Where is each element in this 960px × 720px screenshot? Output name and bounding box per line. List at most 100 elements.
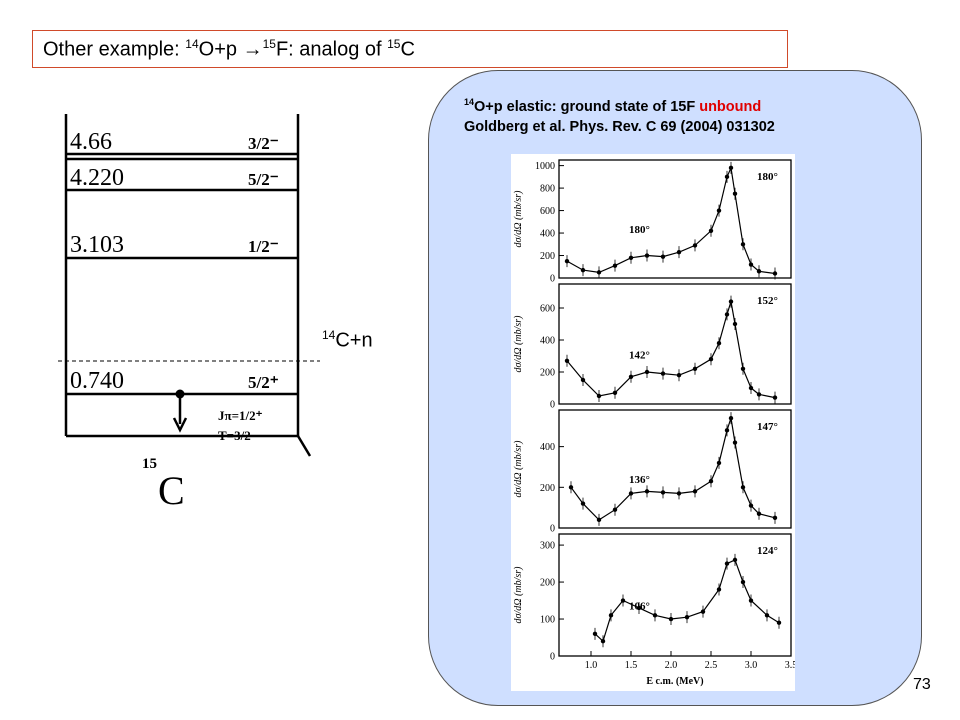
y-tick-label: 0 (550, 274, 555, 285)
data-point (716, 341, 722, 346)
plot-frame (558, 409, 792, 529)
y-tick-label: 300 (540, 541, 555, 552)
y-tick-label: 100 (540, 615, 555, 626)
caption-line-1: 14O+p elastic: ground state of 15F unbou… (464, 92, 884, 117)
caption-line-2: Goldberg et al. Phys. Rev. C 69 (2004) 0… (464, 118, 775, 135)
y-tick-label: 200 (540, 368, 555, 379)
page-number: 73 (913, 676, 931, 693)
data-point (772, 515, 778, 521)
data-point (732, 557, 738, 563)
x-tick-label: 1.5 (625, 660, 638, 671)
data-point (660, 254, 666, 259)
data-point (728, 299, 734, 304)
data-point (564, 358, 570, 363)
data-point (748, 262, 754, 267)
x-tick-label: 3.5 (785, 660, 795, 671)
caption-unbound: unbound (699, 98, 762, 115)
title-mid-2: F: analog of (275, 38, 388, 61)
threshold-sup: 14 (322, 328, 336, 342)
x-tick-label: 1.0 (585, 660, 598, 671)
data-point (568, 485, 574, 490)
level-energy-4: 0.740 (70, 368, 124, 394)
data-point (580, 501, 586, 506)
level-jp-2: 5/2⁻ (248, 170, 279, 189)
x-tick-label: 2.0 (665, 660, 678, 671)
caption-main: O+p elastic: ground state of 15F (474, 98, 700, 115)
x-tick-label: 3.0 (745, 660, 758, 671)
data-point (580, 377, 586, 383)
fit-curve (566, 165, 776, 275)
y-tick-label: 1000 (535, 161, 555, 172)
y-tick-label: 200 (540, 578, 555, 589)
y-tick-label: 600 (540, 206, 555, 217)
data-point (776, 620, 782, 625)
data-point (756, 511, 762, 516)
data-point (764, 613, 770, 618)
y-tick-label: 400 (540, 442, 555, 453)
data-point (600, 639, 606, 644)
slide-title: Other example: 14O+p →15F: analog of 15C (32, 30, 788, 68)
data-point (628, 491, 634, 496)
data-point (644, 489, 650, 494)
ground-t: T=3/2 (218, 428, 251, 443)
angle-label: 106° (629, 601, 650, 613)
data-point (740, 366, 746, 371)
data-point (724, 174, 730, 180)
data-point (716, 460, 722, 466)
y-tick-label: 400 (540, 336, 555, 347)
level-scheme-diagram: 4.66 4.220 3.103 0.740 3/2⁻ 5/2⁻ 1/2⁻ 5/… (58, 114, 320, 513)
data-point (684, 614, 690, 620)
data-point (660, 371, 666, 376)
data-point (612, 263, 618, 268)
y-tick-label: 0 (550, 524, 555, 535)
data-point (580, 267, 586, 273)
y-axis-label: dσ/dΩ (mb/sr) (513, 566, 524, 624)
data-point (592, 631, 598, 637)
y-tick-label: 200 (540, 483, 555, 494)
angle-label: 147° (757, 421, 778, 433)
data-point (748, 385, 754, 391)
threshold-text: C+n (335, 329, 373, 352)
data-point (636, 605, 642, 611)
data-point (724, 312, 730, 317)
data-point (692, 366, 698, 371)
data-point (564, 258, 570, 264)
title-sup-3: 15 (387, 37, 401, 51)
data-point (740, 579, 746, 585)
data-point (612, 390, 618, 395)
title-sup-2: 15 (262, 37, 276, 51)
plot-frame (558, 159, 792, 279)
y-tick-label: 400 (540, 229, 555, 240)
data-point (756, 269, 762, 274)
data-point (676, 249, 682, 255)
data-point (708, 479, 714, 484)
data-point (596, 393, 602, 399)
data-point (620, 598, 626, 603)
plot-frame (558, 283, 792, 405)
nucleus-symbol: C (158, 468, 185, 513)
data-point (628, 255, 634, 260)
fit-curve (570, 417, 776, 521)
x-axis-label: E c.m. (MeV) (646, 676, 703, 687)
y-axis-label: dσ/dΩ (mb/sr) (513, 190, 524, 248)
data-point (740, 485, 746, 490)
angle-label: 124° (757, 545, 778, 557)
data-point (708, 228, 714, 233)
data-point (608, 613, 614, 618)
y-tick-label: 0 (550, 400, 555, 411)
data-point (716, 587, 722, 592)
level-jp-4: 5/2⁺ (248, 373, 279, 392)
y-axis-label: dσ/dΩ (mb/sr) (513, 440, 524, 498)
fit-curve (594, 559, 780, 643)
title-prefix: Other example: (43, 38, 186, 61)
data-point (676, 373, 682, 378)
data-point (596, 517, 602, 523)
data-point (644, 253, 650, 258)
data-point (732, 191, 738, 196)
title-sup-1: 14 (185, 37, 199, 51)
title-end: C (400, 38, 415, 61)
caption-sup: 14 (464, 97, 475, 107)
data-point (728, 165, 734, 171)
level-energy-3: 3.103 (70, 232, 124, 258)
data-point (708, 357, 714, 362)
